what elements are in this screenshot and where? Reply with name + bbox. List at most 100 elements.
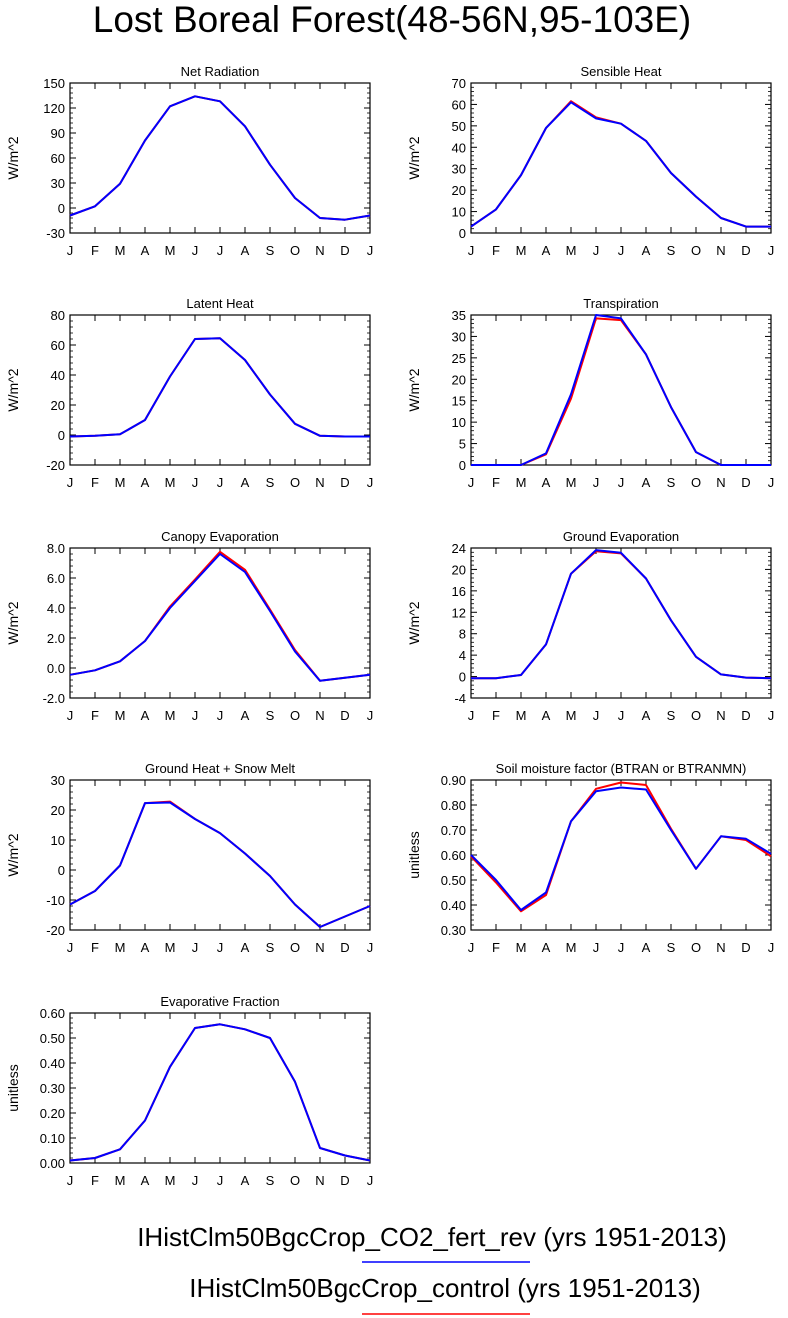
y-tick-label: 10 (51, 833, 65, 848)
series-line-control (69, 800, 371, 928)
x-tick-label: A (642, 940, 651, 955)
y-tick-label: 150 (43, 76, 65, 91)
x-tick-label: J (217, 475, 224, 490)
series-line-control (471, 317, 771, 466)
series-line-co2-fert-rev (471, 314, 771, 466)
x-tick-label: A (241, 1173, 250, 1188)
panel-8: Soil moisture factor (BTRAN or BTRANMN) u… (406, 761, 774, 955)
x-tick-label: A (241, 243, 250, 258)
y-tick-label: 24 (452, 541, 466, 556)
x-tick-label: D (741, 243, 750, 258)
x-tick-label: J (367, 940, 374, 955)
figure-title: Lost Boreal Forest(48-56N,95-103E) (93, 0, 691, 40)
y-axis-label: W/m^2 (5, 601, 21, 644)
x-tick-label: N (315, 1173, 324, 1188)
x-tick-label: O (691, 708, 701, 723)
x-tick-label: N (716, 475, 725, 490)
y-tick-label: 0 (58, 863, 65, 878)
series-line-control (69, 1023, 371, 1162)
y-tick-label: 12 (452, 605, 466, 620)
y-tick-label: 0.30 (40, 1081, 65, 1096)
x-tick-label: J (217, 708, 224, 723)
x-tick-label: S (266, 708, 275, 723)
y-tick-label: 0.10 (40, 1131, 65, 1146)
x-tick-label: S (667, 243, 676, 258)
x-tick-label: M (566, 940, 577, 955)
x-tick-label: J (217, 1173, 224, 1188)
y-axis-label: W/m^2 (406, 136, 422, 179)
x-tick-label: F (492, 940, 500, 955)
plot-frame (69, 82, 371, 234)
x-tick-label: N (315, 243, 324, 258)
x-tick-label: N (716, 708, 725, 723)
y-tick-label: -20 (46, 923, 65, 938)
x-tick-label: A (642, 708, 651, 723)
panel-title: Net Radiation (181, 64, 260, 79)
y-tick-label: 16 (452, 584, 466, 599)
panel-title: Sensible Heat (581, 64, 662, 79)
legend: IHistClm50BgcCrop_CO2_fert_rev (yrs 1951… (137, 1222, 727, 1315)
series-line-co2-fert-rev (69, 801, 371, 928)
x-tick-label: J (468, 475, 475, 490)
y-tick-label: 0.50 (441, 873, 466, 888)
x-tick-label: S (667, 475, 676, 490)
series-line-co2-fert-rev (470, 786, 772, 911)
x-tick-label: M (566, 475, 577, 490)
x-tick-label: D (741, 708, 750, 723)
y-tick-label: -10 (46, 893, 65, 908)
y-axis-label: W/m^2 (5, 136, 21, 179)
y-tick-label: 20 (452, 562, 466, 577)
x-tick-label: A (542, 708, 551, 723)
x-tick-label: A (241, 475, 250, 490)
series-line-control (470, 100, 771, 228)
y-axis-label: unitless (406, 831, 422, 878)
x-tick-label: J (593, 243, 600, 258)
x-tick-label: M (516, 243, 527, 258)
plot-frame (69, 547, 371, 699)
x-tick-label: J (67, 940, 74, 955)
x-tick-label: O (290, 243, 300, 258)
series-line-control (69, 95, 371, 221)
plot-frame (470, 314, 772, 466)
y-tick-label: 25 (452, 351, 466, 366)
x-tick-label: N (315, 475, 324, 490)
x-tick-label: M (165, 243, 176, 258)
y-tick-label: 5 (459, 437, 466, 452)
y-tick-label: 0 (459, 226, 466, 241)
y-tick-label: 30 (452, 329, 466, 344)
y-tick-label: 90 (51, 126, 65, 141)
y-tick-label: 60 (51, 151, 65, 166)
plot-frame (69, 1012, 371, 1164)
x-tick-label: J (67, 475, 74, 490)
plot-frame (69, 779, 371, 931)
x-tick-label: F (91, 1173, 99, 1188)
panel-5: Canopy Evaporation W/m^2 -2.0 0.0 2.0 4.0 6.0 8… (5, 529, 373, 723)
y-tick-label: 30 (452, 162, 466, 177)
x-tick-label: J (768, 708, 775, 723)
x-tick-label: O (691, 940, 701, 955)
x-tick-label: A (141, 1173, 150, 1188)
x-tick-label: A (542, 940, 551, 955)
y-tick-label: 0.80 (441, 798, 466, 813)
x-tick-label: N (716, 940, 725, 955)
y-tick-label: -4 (454, 691, 466, 706)
y-tick-label: 0 (58, 201, 65, 216)
x-tick-label: J (468, 708, 475, 723)
panel-7: Ground Heat + Snow Melt W/m^2 -20 -10 0 10 20 3… (5, 761, 373, 955)
y-axis-label: W/m^2 (406, 601, 422, 644)
x-tick-label: A (542, 475, 551, 490)
y-tick-label: 10 (452, 415, 466, 430)
x-tick-label: J (768, 243, 775, 258)
x-tick-label: J (67, 708, 74, 723)
series-line-control (471, 550, 772, 680)
x-tick-label: J (768, 475, 775, 490)
x-tick-label: M (566, 708, 577, 723)
x-tick-label: S (266, 475, 275, 490)
x-tick-label: F (492, 475, 500, 490)
x-tick-label: M (516, 940, 527, 955)
panel-title: Ground Evaporation (563, 529, 679, 544)
x-tick-label: D (741, 940, 750, 955)
x-tick-label: S (667, 708, 676, 723)
y-tick-label: 0.50 (40, 1031, 65, 1046)
